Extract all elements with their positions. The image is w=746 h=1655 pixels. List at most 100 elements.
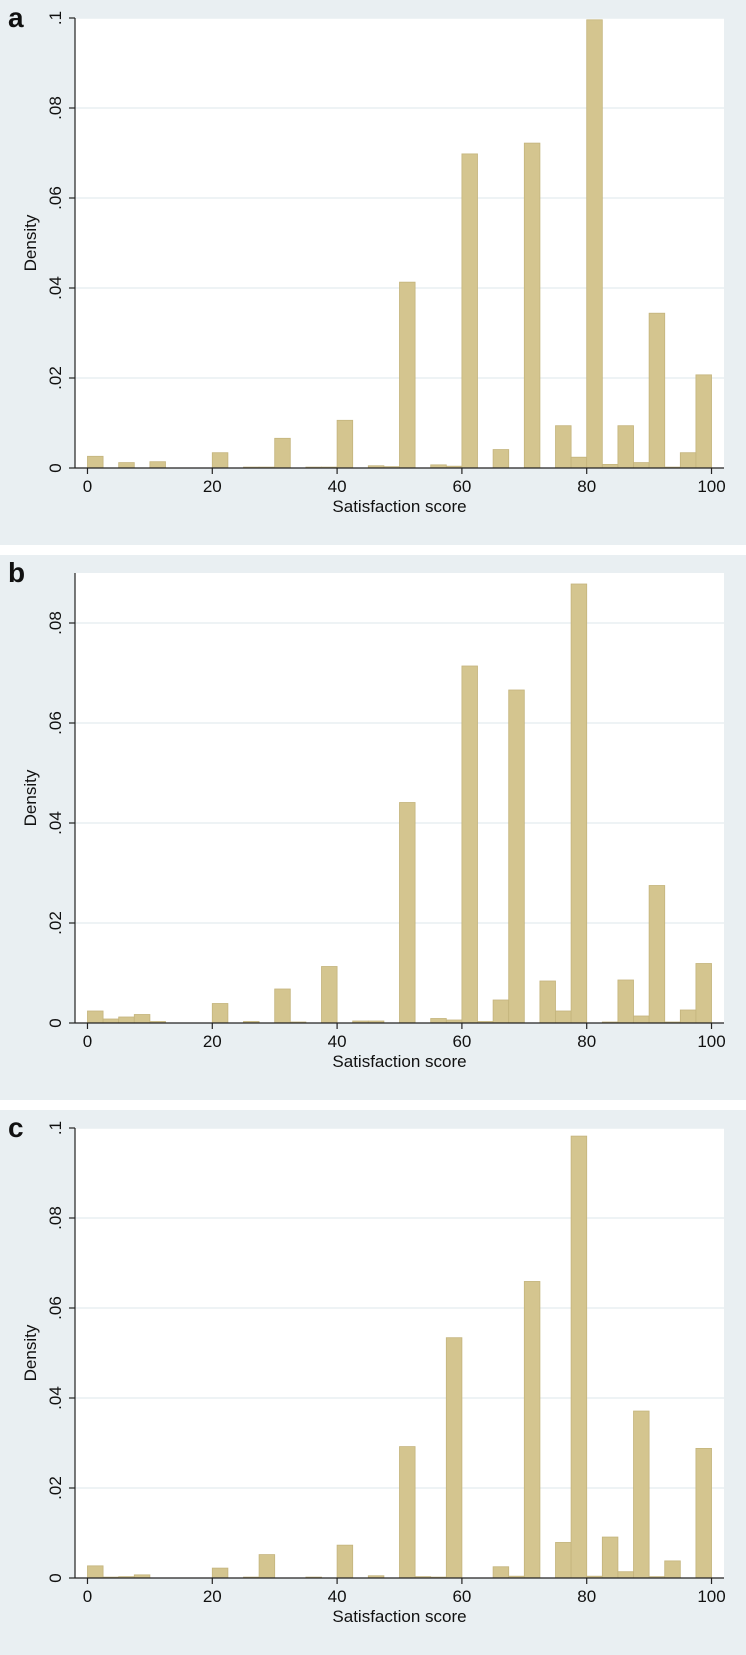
x-tick-label: 80 <box>577 1587 596 1606</box>
histogram-bar <box>399 1446 416 1579</box>
y-axis-title: Density <box>21 769 40 826</box>
histogram-bar <box>617 979 634 1024</box>
histogram-chart-c: 0 .02 .04 .06 .08 .1 0 20 40 60 80 100 Satisfaction … <box>21 1121 726 1626</box>
y-tick-label: .06 <box>46 186 65 210</box>
x-tick-label: 100 <box>697 477 725 496</box>
x-tick-label: 0 <box>83 477 92 496</box>
histogram-bar <box>539 980 556 1024</box>
histogram-bar <box>492 1566 510 1579</box>
y-tick-label: .08 <box>46 611 65 635</box>
histogram-bar <box>399 802 416 1024</box>
histogram-bar <box>695 374 712 469</box>
x-tick-label: 40 <box>328 1587 347 1606</box>
histogram-bar <box>492 999 510 1024</box>
histogram-chart-a: 0 .02 .04 .06 .08 .1 0 20 40 60 80 100 Satisfaction … <box>21 11 726 516</box>
x-axis-title: Satisfaction score <box>332 1052 466 1071</box>
histogram-bar <box>601 1536 619 1579</box>
y-tick-label: .04 <box>46 811 65 835</box>
y-axis-title: Density <box>21 1324 40 1381</box>
y-tick-label: .04 <box>46 276 65 300</box>
x-tick-label: 80 <box>577 477 596 496</box>
histogram-bar <box>633 1410 650 1579</box>
panel-label-a: a <box>8 2 24 33</box>
histogram-bar <box>617 425 634 469</box>
x-axis-title: Satisfaction score <box>332 497 466 516</box>
y-tick-label: .04 <box>46 1386 65 1410</box>
histogram-bar <box>211 1003 229 1024</box>
y-tick-label: .1 <box>46 1121 65 1135</box>
x-tick-label: 0 <box>83 1587 92 1606</box>
y-tick-label: 0 <box>46 1018 65 1027</box>
histogram-bar <box>336 419 354 469</box>
panel-label-c: c <box>8 1112 24 1143</box>
y-tick-label: .02 <box>46 1476 65 1500</box>
histogram-bar <box>492 449 510 469</box>
histogram-bar <box>695 1447 712 1579</box>
x-axis-title: Satisfaction score <box>332 1607 466 1626</box>
histogram-panel-c: 0 .02 .04 .06 .08 .1 0 20 40 60 80 100 Satisfaction … <box>0 1110 746 1655</box>
histogram-bar <box>617 1571 634 1579</box>
histogram-bar <box>555 1010 572 1024</box>
y-tick-label: .08 <box>46 1206 65 1230</box>
histogram-bar <box>87 455 104 469</box>
histogram-bar <box>118 1016 135 1024</box>
histogram-bar <box>211 452 229 469</box>
y-tick-label: .02 <box>46 911 65 935</box>
histogram-bar <box>321 966 338 1024</box>
histogram-bar <box>274 988 291 1024</box>
histogram-bar <box>461 153 478 469</box>
histogram-bar <box>633 462 650 469</box>
histogram-bar <box>399 281 416 469</box>
histogram-bar <box>633 1015 650 1024</box>
x-tick-label: 100 <box>697 1032 725 1051</box>
histogram-panel-a: 0 .02 .04 .06 .08 .1 0 20 40 60 80 100 Satisfaction … <box>0 0 746 545</box>
histogram-bar <box>664 1560 681 1579</box>
histogram-bar <box>508 689 525 1024</box>
y-tick-label: .06 <box>46 1296 65 1320</box>
histogram-chart-b: 0 .02 .04 .06 .08 0 20 40 60 80 100 Satisfaction sc… <box>21 573 726 1071</box>
x-tick-label: 100 <box>697 1587 725 1606</box>
panel-label-b: b <box>8 557 26 588</box>
y-tick-label: 0 <box>46 463 65 472</box>
histogram-bar <box>523 1281 541 1579</box>
x-tick-label: 40 <box>328 1032 347 1051</box>
histogram-bar <box>555 1542 572 1579</box>
histogram-bar <box>679 1009 697 1024</box>
histogram-panel-b: 0 .02 .04 .06 .08 0 20 40 60 80 100 Satisfaction sc… <box>0 555 746 1100</box>
y-tick-label: 0 <box>46 1573 65 1582</box>
histogram-bar <box>445 1337 463 1579</box>
histogram-bar <box>258 1554 276 1579</box>
histogram-bar <box>430 1018 447 1024</box>
x-tick-label: 40 <box>328 477 347 496</box>
histogram-bar <box>336 1544 354 1579</box>
histogram-bar <box>648 885 666 1024</box>
x-tick-label: 60 <box>452 1587 471 1606</box>
histogram-bar <box>695 963 712 1024</box>
histogram-bar <box>118 462 135 469</box>
x-tick-label: 20 <box>203 477 222 496</box>
x-tick-label: 20 <box>203 1032 222 1051</box>
x-tick-label: 80 <box>577 1032 596 1051</box>
x-tick-label: 0 <box>83 1032 92 1051</box>
y-axis-title: Density <box>21 214 40 271</box>
y-tick-label: .06 <box>46 711 65 735</box>
histogram-bar <box>555 425 572 469</box>
x-tick-label: 60 <box>452 477 471 496</box>
histogram-bar <box>648 312 666 469</box>
histogram-bar <box>523 142 541 469</box>
x-tick-label: 60 <box>452 1032 471 1051</box>
histogram-bar <box>133 1014 151 1024</box>
histogram-bar <box>87 1565 104 1579</box>
histogram-bar <box>586 19 603 469</box>
histogram-bar <box>570 1135 588 1579</box>
histogram-bar <box>570 456 588 469</box>
histogram-bar <box>87 1010 104 1024</box>
y-tick-label: .02 <box>46 366 65 390</box>
y-tick-label: .08 <box>46 96 65 120</box>
histogram-bar <box>461 665 478 1024</box>
histogram-bar <box>679 452 697 469</box>
histogram-bar <box>211 1567 229 1579</box>
histogram-bar <box>149 461 166 469</box>
histogram-bar <box>570 583 588 1024</box>
x-tick-label: 20 <box>203 1587 222 1606</box>
